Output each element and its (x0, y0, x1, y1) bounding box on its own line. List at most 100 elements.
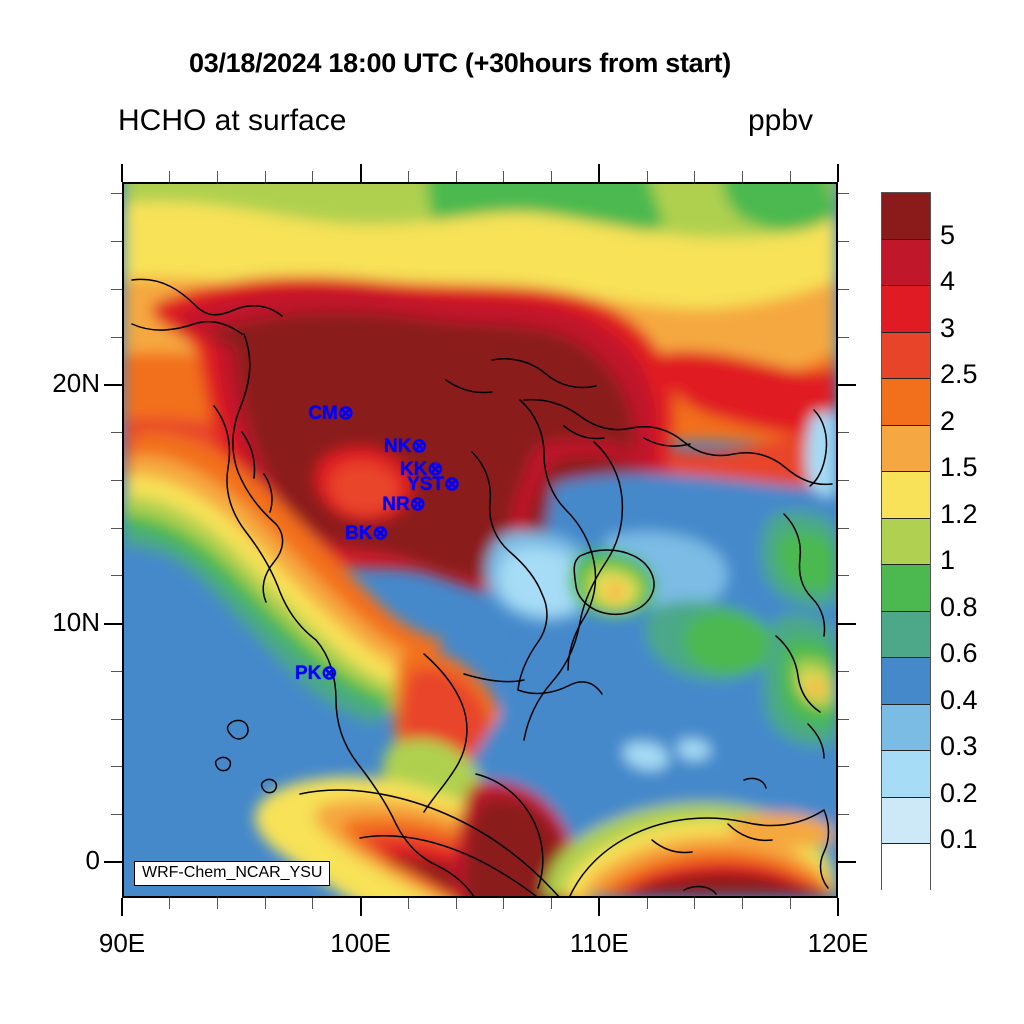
y-axis-label: 10N (52, 606, 100, 637)
colorbar-tick-label: 3 (940, 312, 956, 343)
x-tick (407, 171, 409, 182)
x-tick (694, 171, 696, 182)
x-tick (407, 898, 409, 909)
y-tick (111, 432, 122, 434)
x-tick (837, 164, 839, 182)
y-tick (111, 336, 122, 338)
y-tick (838, 527, 849, 529)
x-axis-label: 100E (330, 928, 392, 958)
y-tick (111, 241, 122, 243)
x-tick (789, 171, 791, 182)
y-tick (104, 622, 122, 625)
station-cm[interactable]: CM⊗ (308, 402, 354, 424)
colorbar-band (882, 425, 930, 473)
colorbar-band (882, 332, 930, 380)
y-tick (111, 813, 122, 815)
model-badge: WRF-Chem_NCAR_YSU (134, 861, 331, 886)
y-tick (838, 383, 856, 386)
x-tick (598, 898, 601, 916)
x-tick (455, 898, 457, 909)
x-tick (551, 898, 553, 909)
station-yst[interactable]: YST⊗ (407, 474, 460, 496)
y-tick (111, 670, 122, 672)
colorbar-tick-label: 0.6 (940, 638, 978, 669)
colorbar-band (882, 704, 930, 752)
variable-label: HCHO at surface (118, 104, 347, 137)
y-axis-label: 0 (85, 845, 100, 876)
y-tick (838, 241, 849, 243)
station-pk[interactable]: PK⊗ (294, 662, 338, 684)
x-tick (503, 171, 505, 182)
y-tick (111, 766, 122, 768)
y-tick (111, 527, 122, 529)
x-tick (169, 898, 171, 909)
y-tick (838, 193, 849, 195)
colorbar-tick-label: 1 (940, 545, 956, 576)
y-tick (838, 575, 849, 577)
y-tick (838, 813, 849, 815)
x-axis-label: 110E (569, 928, 629, 958)
y-tick (838, 670, 849, 672)
colorbar-tick-label: 2.5 (940, 359, 978, 390)
colorbar-tick-label: 0.8 (940, 591, 978, 622)
colorbar-tick-label: 2 (940, 405, 956, 436)
colorbar-tick-label: 4 (940, 266, 956, 297)
colorbar-band (882, 797, 930, 845)
station-kk[interactable]: KK⊗ (399, 459, 444, 481)
y-tick (111, 575, 122, 577)
colorbar-tick-label: 5 (940, 219, 956, 250)
x-tick (742, 898, 744, 909)
x-tick (169, 171, 171, 182)
x-tick (359, 898, 362, 916)
station-nr[interactable]: NR⊗ (382, 493, 426, 515)
x-tick (598, 164, 601, 182)
x-tick (121, 898, 123, 916)
x-tick (694, 898, 696, 909)
map-plot-area[interactable]: WRF-Chem_NCAR_YSU (122, 182, 838, 898)
colorbar-tick-label: 1.2 (940, 498, 978, 529)
colorbar-tick-label: 1.5 (940, 452, 978, 483)
y-axis-label: 20N (52, 367, 100, 398)
colorbar[interactable] (881, 192, 931, 891)
x-tick (789, 898, 791, 909)
x-tick (455, 171, 457, 182)
colorbar-band (882, 472, 930, 519)
y-tick (838, 766, 849, 768)
colorbar-tick-label: 0.2 (940, 777, 978, 808)
x-tick (742, 171, 744, 182)
x-tick (264, 171, 266, 182)
colorbar-band (882, 518, 930, 566)
x-tick (312, 171, 314, 182)
y-tick (838, 432, 849, 434)
x-tick (646, 171, 648, 182)
colorbar-band (882, 239, 930, 287)
colorbar-band (882, 379, 930, 426)
x-tick (837, 898, 839, 916)
contour-field (124, 184, 836, 896)
y-tick (104, 383, 122, 386)
y-tick (111, 718, 122, 720)
station-nk[interactable]: NK⊗ (383, 435, 428, 457)
y-tick (838, 622, 856, 625)
station-bk[interactable]: BK⊗ (345, 523, 389, 545)
y-tick (111, 479, 122, 481)
y-tick (838, 861, 856, 864)
y-tick (111, 288, 122, 290)
colorbar-band (882, 286, 930, 333)
x-axis-label: 90E (98, 928, 146, 958)
x-tick (646, 898, 648, 909)
x-axis-label: 120E (807, 928, 869, 958)
colorbar-band (882, 844, 930, 891)
colorbar-band (882, 611, 930, 659)
colorbar-band (882, 751, 930, 798)
x-tick (312, 898, 314, 909)
colorbar-band (882, 193, 930, 240)
colorbar-band (882, 565, 930, 612)
y-tick (838, 288, 849, 290)
colorbar-tick-label: 0.3 (940, 731, 978, 762)
colorbar-band (882, 658, 930, 705)
x-tick (121, 164, 123, 182)
y-tick (838, 718, 849, 720)
x-tick (264, 898, 266, 909)
